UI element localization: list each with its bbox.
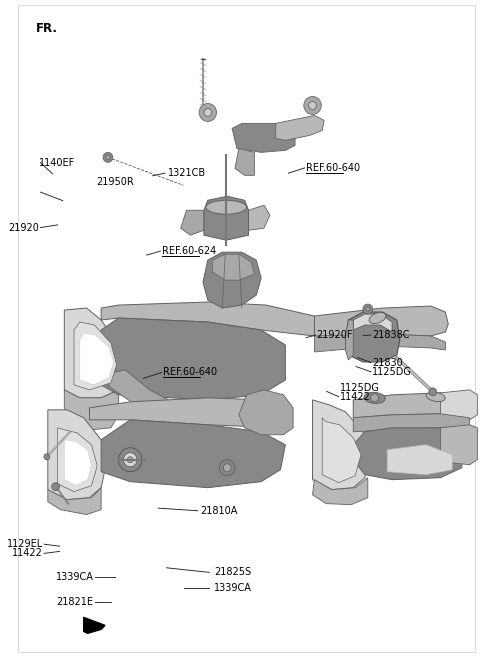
Polygon shape	[387, 445, 452, 475]
Text: 21920: 21920	[8, 223, 39, 233]
Ellipse shape	[369, 313, 386, 324]
Circle shape	[219, 460, 235, 476]
Circle shape	[127, 457, 133, 463]
Polygon shape	[239, 390, 293, 435]
Polygon shape	[312, 400, 368, 489]
Polygon shape	[96, 318, 286, 400]
Polygon shape	[80, 333, 114, 385]
Text: 21838C: 21838C	[372, 330, 410, 340]
Circle shape	[52, 483, 60, 491]
Circle shape	[429, 388, 437, 396]
Circle shape	[44, 454, 50, 460]
Polygon shape	[101, 370, 208, 430]
Polygon shape	[312, 478, 368, 505]
Polygon shape	[58, 428, 97, 491]
Circle shape	[223, 464, 231, 472]
Text: REF.60-640: REF.60-640	[306, 163, 360, 173]
Text: 21810A: 21810A	[200, 506, 238, 516]
Text: REF.60-640: REF.60-640	[163, 367, 217, 377]
Circle shape	[106, 155, 110, 160]
Text: 1125DG: 1125DG	[372, 367, 412, 376]
Circle shape	[123, 453, 137, 466]
Text: 11422: 11422	[340, 392, 371, 401]
Text: FR.: FR.	[36, 22, 58, 35]
Text: 21920F: 21920F	[316, 330, 353, 340]
Polygon shape	[204, 196, 249, 240]
Polygon shape	[314, 306, 448, 338]
Text: 21825S: 21825S	[214, 568, 251, 578]
Text: 21821E: 21821E	[56, 597, 93, 607]
Polygon shape	[314, 334, 445, 352]
Polygon shape	[203, 252, 261, 308]
Polygon shape	[353, 393, 469, 418]
Circle shape	[204, 108, 212, 116]
Ellipse shape	[206, 200, 247, 214]
Ellipse shape	[426, 392, 445, 401]
Polygon shape	[353, 314, 392, 332]
Polygon shape	[101, 420, 286, 487]
Polygon shape	[64, 440, 92, 486]
Polygon shape	[441, 390, 478, 420]
Polygon shape	[276, 116, 324, 141]
Circle shape	[119, 448, 142, 472]
Text: 1129EL: 1129EL	[7, 539, 43, 549]
Polygon shape	[353, 414, 469, 432]
Polygon shape	[84, 618, 105, 633]
Text: 21830: 21830	[372, 357, 403, 368]
Polygon shape	[48, 410, 106, 499]
Polygon shape	[48, 487, 101, 514]
Polygon shape	[64, 308, 125, 398]
Text: 1339CA: 1339CA	[56, 572, 94, 582]
Polygon shape	[235, 148, 254, 175]
Polygon shape	[101, 302, 322, 336]
Circle shape	[199, 103, 216, 122]
Polygon shape	[89, 398, 290, 428]
Ellipse shape	[364, 392, 385, 403]
Text: 1339CA: 1339CA	[214, 583, 252, 593]
Circle shape	[371, 394, 378, 402]
Text: 1125DG: 1125DG	[340, 382, 380, 392]
Circle shape	[363, 304, 372, 314]
Polygon shape	[64, 390, 119, 430]
Polygon shape	[249, 205, 270, 230]
Text: 1140EF: 1140EF	[39, 158, 75, 168]
Polygon shape	[180, 210, 204, 235]
Circle shape	[304, 97, 321, 114]
Circle shape	[309, 101, 316, 110]
Polygon shape	[213, 254, 254, 280]
Polygon shape	[441, 425, 478, 464]
Polygon shape	[74, 322, 117, 390]
Text: 21950R: 21950R	[97, 177, 134, 187]
Polygon shape	[346, 312, 400, 362]
Text: REF.60-624: REF.60-624	[162, 246, 216, 256]
Polygon shape	[353, 428, 462, 480]
Polygon shape	[232, 124, 295, 152]
Polygon shape	[322, 418, 361, 483]
Text: 11422: 11422	[12, 549, 43, 558]
Circle shape	[103, 152, 113, 162]
Polygon shape	[346, 320, 353, 360]
Text: 1321CB: 1321CB	[168, 168, 205, 178]
Circle shape	[366, 307, 370, 311]
